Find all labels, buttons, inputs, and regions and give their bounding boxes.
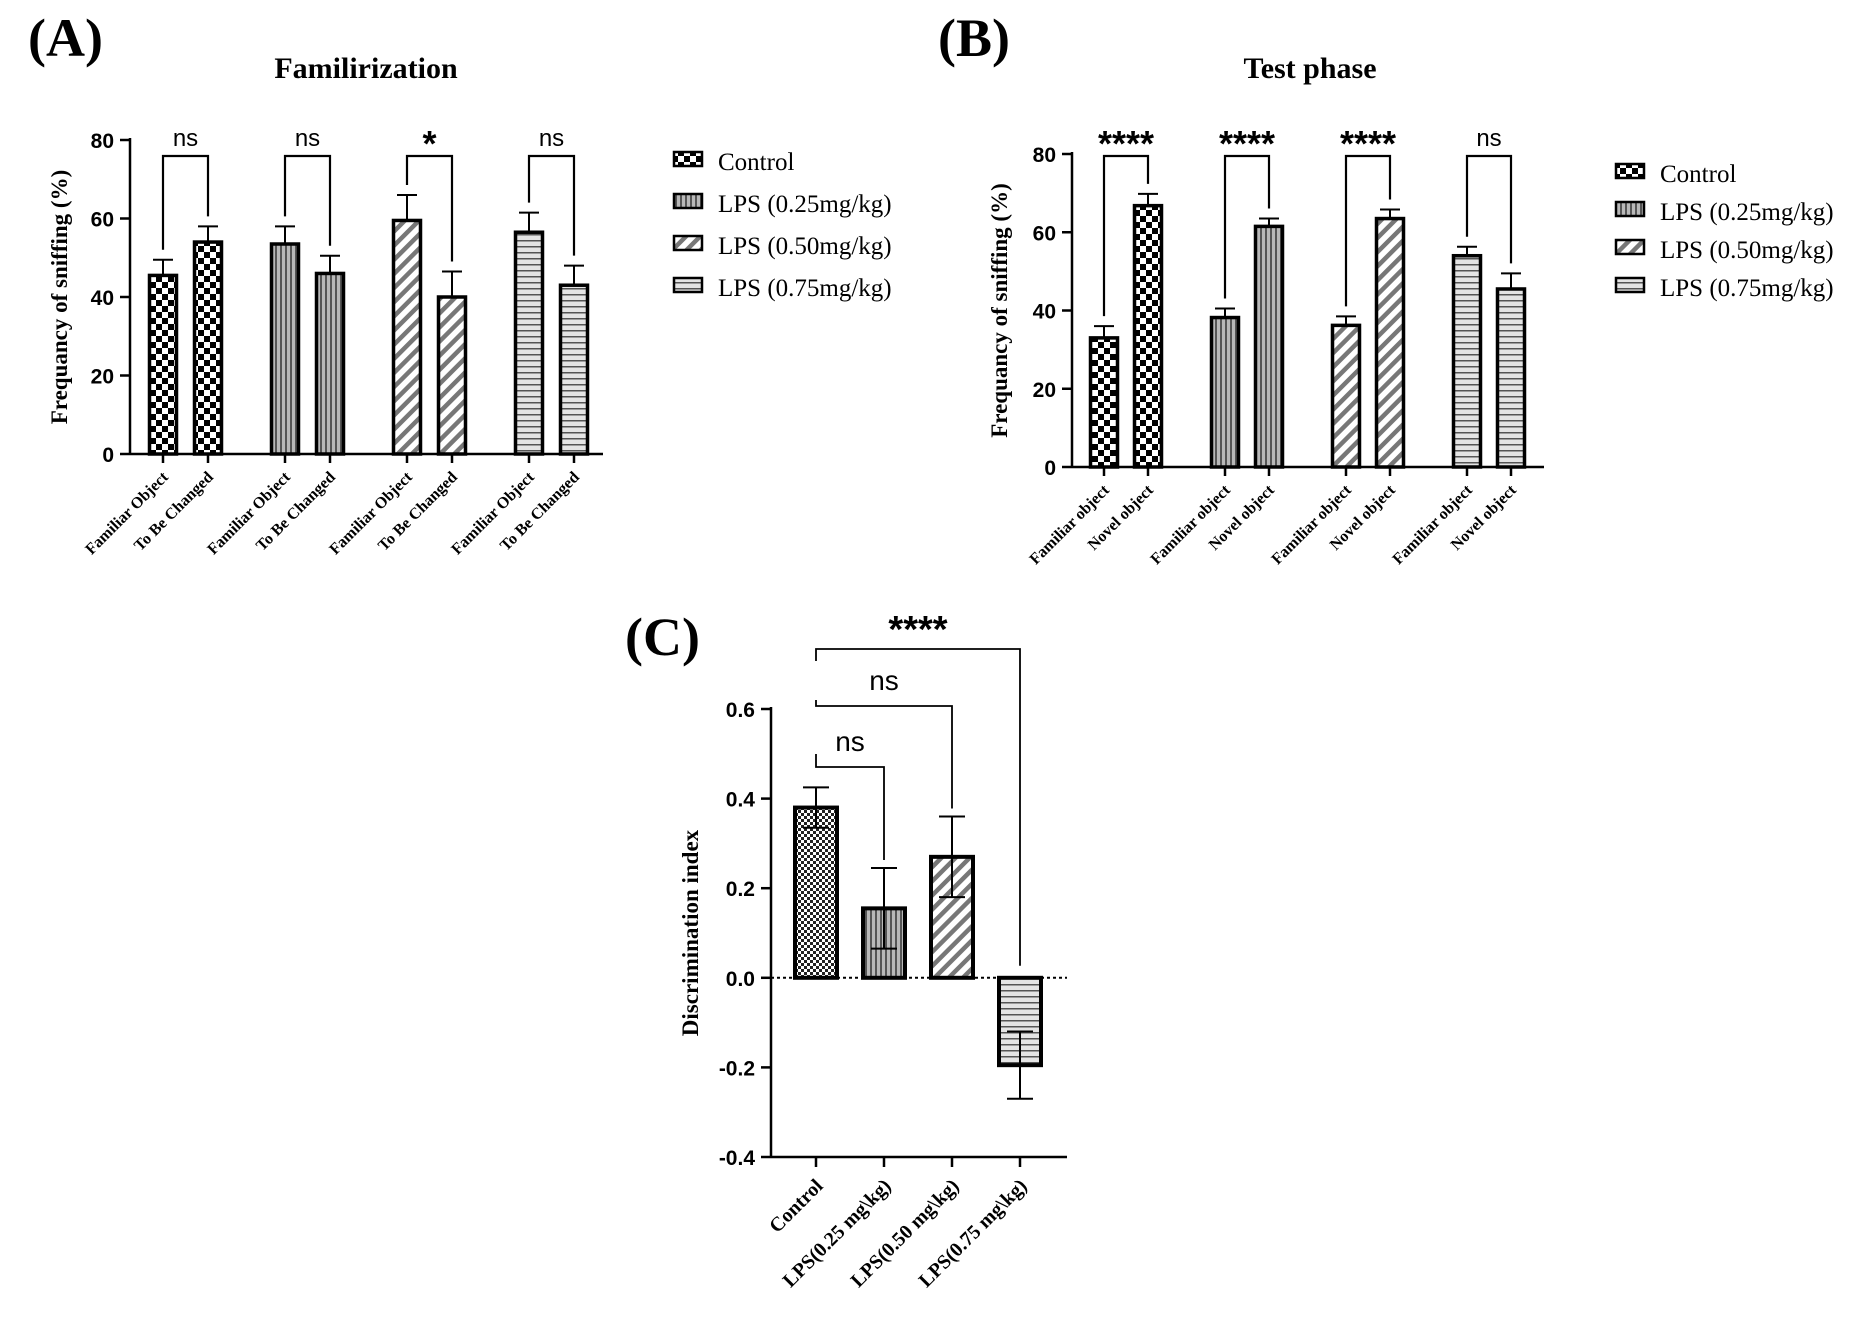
y-tick-label: 0.2	[726, 878, 755, 901]
legend-label: Control	[718, 149, 794, 176]
significance-bracket	[283, 154, 332, 246]
significance-bracket	[1465, 154, 1513, 264]
x-tick-label: To Be Changed	[253, 469, 339, 555]
legend-swatch	[672, 234, 704, 252]
x-tick-label: Control	[765, 1175, 828, 1238]
bar	[1495, 287, 1527, 469]
bar	[929, 854, 975, 980]
y-tick-label: 0.6	[726, 699, 755, 722]
bar	[1451, 253, 1483, 469]
significance-bracket	[1344, 154, 1392, 307]
significance-bracket	[405, 154, 454, 262]
bar	[1088, 336, 1120, 469]
x-tick-label: Familiar object	[1390, 481, 1477, 568]
y-tick-label: 60	[91, 209, 114, 232]
y-axis-label: Frequancy of sniffing (%)	[47, 170, 72, 425]
x-tick-label: Familiar Object	[82, 468, 172, 558]
legend-swatch	[1614, 238, 1646, 256]
legend-label: LPS (0.25mg/kg)	[718, 191, 892, 218]
chart-title: Familirization	[274, 52, 458, 85]
y-tick-label: 80	[1033, 144, 1056, 167]
y-tick-label: 0.0	[726, 968, 755, 991]
significance-label: ****	[1219, 123, 1275, 164]
panel-label: (A)	[28, 8, 103, 68]
panel-label: (C)	[625, 607, 700, 667]
significance-label: ns	[173, 125, 198, 152]
legend-swatch	[672, 276, 704, 294]
significance-label: ****	[888, 609, 947, 651]
x-tick-label: To Be Changed	[375, 469, 461, 555]
legend-label: LPS (0.50mg/kg)	[718, 233, 892, 260]
x-tick-label: Familiar object	[1148, 481, 1235, 568]
significance-label: ns	[869, 665, 899, 696]
y-axis-label: Discrimination index	[678, 829, 703, 1036]
legend-swatch	[1614, 276, 1646, 294]
significance-bracket	[1223, 154, 1271, 299]
significance-label: ns	[1476, 125, 1501, 152]
bar	[192, 240, 224, 456]
bar	[1374, 216, 1406, 469]
x-tick-label: Familiar object	[1027, 481, 1114, 568]
legend-label: Control	[1660, 161, 1736, 188]
x-tick-label: Familiar Object	[448, 468, 538, 558]
legend-swatch	[672, 150, 704, 168]
significance-bracket	[161, 154, 210, 250]
bar	[1253, 224, 1285, 469]
y-tick-label: 0.4	[726, 789, 756, 812]
y-tick-label: 80	[91, 130, 114, 153]
significance-label: ns	[295, 125, 320, 152]
legend-swatch	[672, 192, 704, 210]
significance-bracket	[527, 154, 576, 256]
y-tick-label: 40	[91, 287, 114, 310]
significance-label: ****	[1340, 123, 1396, 164]
chart-title: Test phase	[1243, 52, 1376, 85]
legend-label: LPS (0.75mg/kg)	[718, 275, 892, 302]
significance-bracket	[815, 700, 953, 809]
bar	[269, 242, 301, 456]
legend-swatch	[1614, 200, 1646, 218]
y-tick-label: 40	[1033, 301, 1056, 324]
legend-label: LPS (0.50mg/kg)	[1660, 237, 1834, 264]
y-tick-label: 0	[1044, 457, 1056, 480]
bar	[147, 273, 179, 456]
bar	[1132, 203, 1164, 469]
significance-label: *	[422, 123, 436, 164]
legend-label: LPS (0.75mg/kg)	[1660, 275, 1834, 302]
y-tick-label: 60	[1033, 222, 1056, 245]
y-axis-label: Frequancy of sniffing (%)	[987, 183, 1012, 438]
y-tick-label: -0.4	[719, 1147, 756, 1170]
y-tick-label: -0.2	[719, 1057, 755, 1080]
bar	[1330, 323, 1362, 469]
x-tick-label: Familiar Object	[204, 468, 294, 558]
significance-label: ns	[835, 726, 865, 757]
legend-swatch	[1614, 162, 1646, 180]
significance-bracket	[815, 648, 1021, 966]
significance-bracket	[815, 754, 885, 861]
panel-label: (B)	[938, 8, 1010, 68]
bar	[558, 283, 590, 456]
significance-bracket	[1102, 154, 1150, 317]
significance-label: ns	[539, 125, 564, 152]
significance-label: ****	[1098, 123, 1154, 164]
legend-label: LPS (0.25mg/kg)	[1660, 199, 1834, 226]
bar	[314, 271, 346, 456]
y-tick-label: 20	[91, 366, 114, 389]
x-tick-label: To Be Changed	[497, 469, 583, 555]
bar	[436, 295, 468, 456]
bar	[1209, 315, 1241, 469]
x-tick-label: Familiar Object	[326, 468, 416, 558]
y-tick-label: 20	[1033, 379, 1056, 402]
bar	[513, 230, 545, 456]
x-tick-label: Familiar object	[1269, 481, 1356, 568]
x-tick-label: To Be Changed	[131, 469, 217, 555]
bar	[391, 218, 423, 456]
bar	[793, 805, 839, 980]
y-tick-label: 0	[102, 444, 114, 467]
